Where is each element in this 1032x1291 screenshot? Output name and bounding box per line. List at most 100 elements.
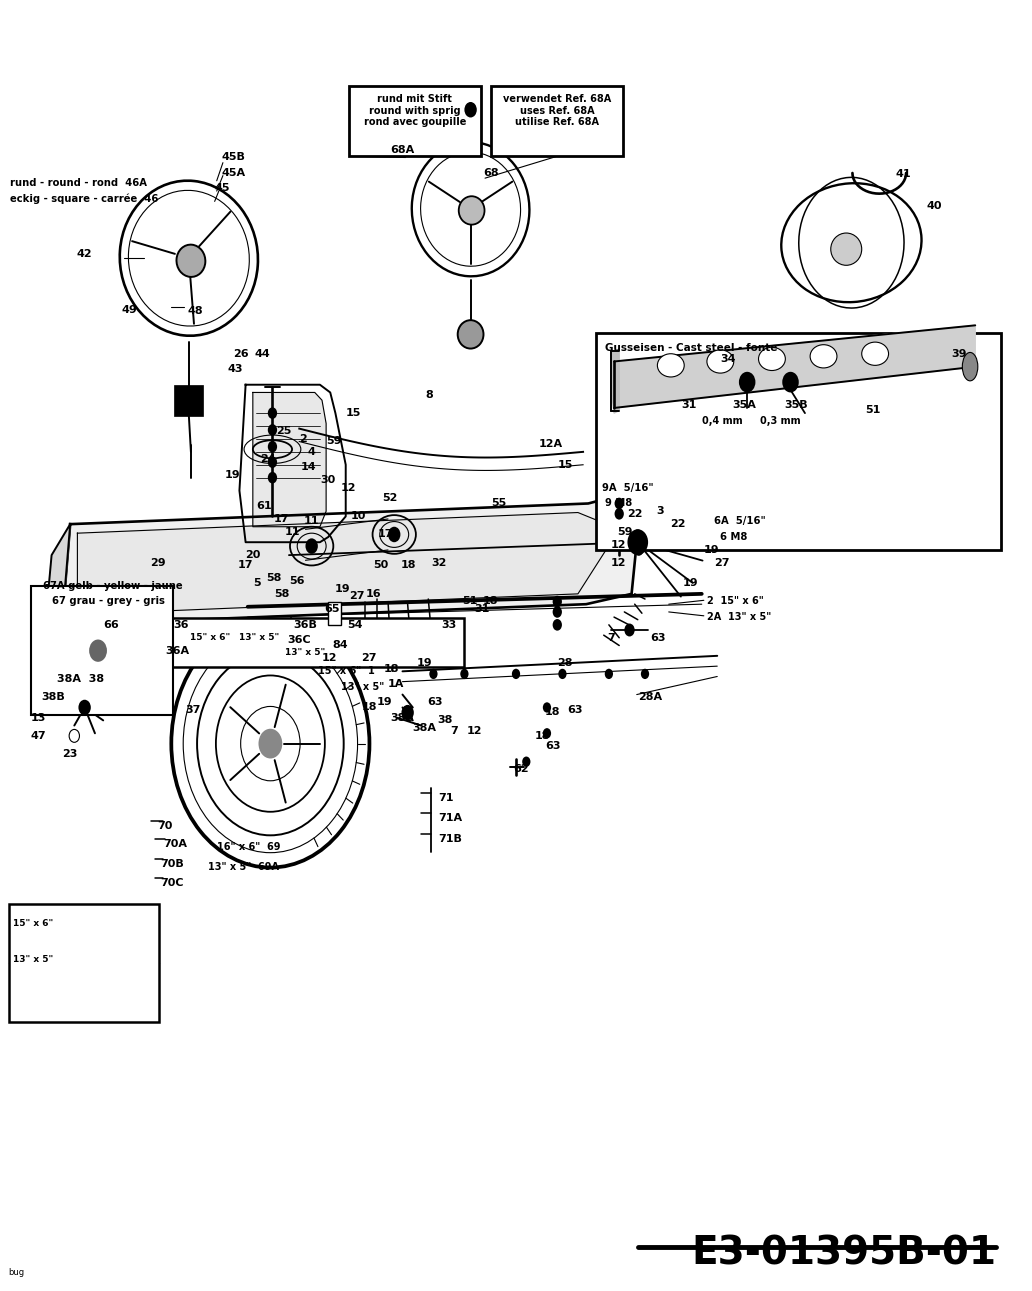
Text: 4: 4	[308, 447, 316, 457]
Text: 16: 16	[365, 589, 381, 599]
Text: 12A: 12A	[539, 439, 562, 449]
Ellipse shape	[458, 320, 483, 349]
Text: 19: 19	[417, 658, 432, 669]
Text: 23: 23	[62, 749, 77, 759]
Text: 16" x 6"  69: 16" x 6" 69	[217, 842, 281, 852]
Text: 38: 38	[438, 715, 453, 726]
Bar	[174, 385, 203, 416]
Text: 41: 41	[896, 169, 911, 179]
Circle shape	[268, 457, 277, 467]
Text: 28A: 28A	[638, 692, 662, 702]
Text: 58: 58	[275, 589, 290, 599]
Text: 13" x 5": 13" x 5"	[341, 682, 384, 692]
Text: 27: 27	[714, 558, 730, 568]
Text: 22: 22	[670, 519, 685, 529]
Text: 34: 34	[720, 354, 736, 364]
Circle shape	[632, 529, 644, 545]
Text: 12: 12	[611, 540, 626, 550]
Text: 71A: 71A	[439, 813, 462, 824]
Text: 20: 20	[246, 550, 261, 560]
Text: 0,4 mm: 0,4 mm	[702, 416, 742, 426]
Ellipse shape	[176, 244, 205, 278]
Text: 45: 45	[215, 183, 230, 194]
Text: bug: bug	[8, 1268, 25, 1277]
Text: 48: 48	[188, 306, 203, 316]
Text: 12: 12	[322, 653, 337, 664]
Text: 47: 47	[31, 731, 46, 741]
Ellipse shape	[657, 354, 684, 377]
Text: 29: 29	[150, 558, 165, 568]
Text: 63: 63	[650, 633, 666, 643]
Text: 12: 12	[466, 726, 482, 736]
Text: eckig - square - carrée  46: eckig - square - carrée 46	[10, 194, 159, 204]
Text: 31: 31	[681, 400, 697, 411]
Polygon shape	[253, 392, 326, 527]
Text: 36B: 36B	[293, 620, 317, 630]
Text: 12: 12	[611, 558, 626, 568]
Text: 15: 15	[346, 408, 361, 418]
Circle shape	[388, 527, 400, 542]
Text: 36: 36	[173, 620, 189, 630]
Text: 18: 18	[361, 702, 377, 713]
Text: 15" x 6"  1: 15" x 6" 1	[318, 666, 375, 676]
Text: 9A  5/16": 9A 5/16"	[602, 483, 653, 493]
Bar	[160, 618, 464, 667]
Text: 35A: 35A	[733, 400, 756, 411]
Text: 25: 25	[277, 426, 292, 436]
Text: 68A: 68A	[390, 145, 414, 155]
Circle shape	[553, 607, 562, 617]
Ellipse shape	[459, 196, 485, 225]
Text: 59: 59	[326, 436, 342, 447]
Text: 27: 27	[361, 653, 377, 664]
Text: 5: 5	[253, 578, 260, 589]
Text: 15" x 6": 15" x 6"	[13, 919, 54, 928]
Text: 63: 63	[545, 741, 560, 751]
Polygon shape	[62, 493, 640, 625]
Text: 84: 84	[332, 640, 348, 651]
Text: 70A: 70A	[163, 839, 187, 849]
Text: 13" x 5": 13" x 5"	[285, 648, 325, 657]
Text: 31: 31	[475, 604, 490, 615]
Circle shape	[258, 728, 283, 759]
Ellipse shape	[862, 342, 889, 365]
Polygon shape	[611, 351, 619, 413]
Text: 7: 7	[607, 633, 615, 643]
Text: rund - round - rond  46A: rund - round - rond 46A	[10, 178, 148, 188]
Circle shape	[268, 408, 277, 418]
Text: 38A: 38A	[413, 723, 437, 733]
Text: 13" x 5": 13" x 5"	[13, 955, 54, 964]
Text: 65: 65	[324, 604, 340, 615]
Text: 61: 61	[256, 501, 271, 511]
Text: 19: 19	[704, 545, 719, 555]
Text: 26: 26	[233, 349, 249, 359]
Text: 35B: 35B	[784, 400, 808, 411]
Circle shape	[401, 705, 414, 720]
Ellipse shape	[831, 232, 862, 266]
Text: 12: 12	[341, 483, 356, 493]
Circle shape	[624, 624, 635, 636]
Text: 2: 2	[299, 434, 308, 444]
Polygon shape	[614, 325, 975, 408]
Bar	[596, 333, 1001, 550]
Text: 27: 27	[349, 591, 364, 602]
Text: verwendet Ref. 68A
uses Ref. 68A
utilise Ref. 68A: verwendet Ref. 68A uses Ref. 68A utilise…	[504, 94, 611, 128]
Text: 17: 17	[237, 560, 253, 571]
Text: 62: 62	[513, 764, 528, 775]
Text: 52: 52	[382, 493, 397, 503]
Text: 11: 11	[285, 527, 300, 537]
Circle shape	[634, 534, 644, 546]
Ellipse shape	[759, 347, 785, 371]
Text: 19: 19	[334, 584, 350, 594]
Text: 66: 66	[103, 620, 119, 630]
Polygon shape	[239, 385, 346, 542]
Text: 51: 51	[462, 596, 478, 607]
Circle shape	[553, 596, 562, 608]
Text: 24: 24	[260, 454, 276, 465]
Text: 67A gelb - yellow - jaune: 67A gelb - yellow - jaune	[43, 581, 183, 591]
Text: rund mit Stift
round with sprig
rond avec goupille: rund mit Stift round with sprig rond ave…	[363, 94, 466, 128]
Text: 40: 40	[927, 201, 942, 212]
Text: 19: 19	[225, 470, 240, 480]
Bar	[491, 86, 623, 156]
Text: 13: 13	[31, 713, 46, 723]
Circle shape	[268, 423, 277, 435]
